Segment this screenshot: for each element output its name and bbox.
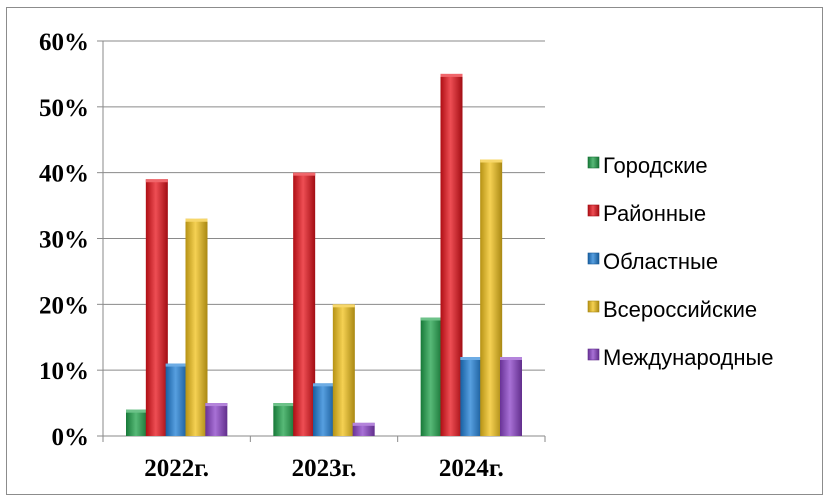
legend: Городские Районные Областные Всероссийские М… (587, 153, 774, 370)
bar-top (273, 403, 296, 407)
bar-top (480, 159, 503, 163)
bar-top (332, 304, 355, 308)
legend-swatch (587, 300, 600, 313)
bar-top (440, 73, 463, 77)
x-axis-category-labels: 2022г. 2023г. 2024г. (144, 455, 503, 482)
y-tick-label: 40% (39, 161, 89, 188)
legend-label: Международные (603, 345, 774, 370)
bar (480, 159, 503, 436)
bar (293, 172, 316, 436)
y-axis-tick-labels: 0% 10% 20% 30% 40% 50% 60% (39, 29, 89, 451)
legend-label: Всероссийские (603, 297, 757, 322)
bar (352, 422, 375, 436)
bar (185, 218, 208, 436)
bar (126, 409, 148, 436)
bar-top (313, 383, 335, 387)
bar (500, 357, 522, 436)
bar-top (126, 409, 148, 413)
bar-top (420, 317, 443, 321)
bars (126, 73, 522, 437)
legend-label: Районные (603, 201, 706, 226)
bar (145, 179, 168, 436)
y-tick-label: 50% (39, 95, 89, 122)
bar-top (352, 422, 375, 426)
bar (313, 383, 335, 436)
legend-label: Городские (603, 153, 708, 178)
bar-top (460, 357, 483, 360)
bar-top (165, 363, 188, 367)
legend-swatch (587, 204, 600, 217)
bar (460, 357, 483, 436)
bar-top (293, 172, 316, 176)
x-category-label: 2022г. (144, 455, 209, 482)
y-tick-label: 60% (39, 29, 89, 56)
bar (165, 363, 188, 436)
bar-top (500, 357, 522, 360)
bar-top (145, 179, 168, 183)
bar (440, 73, 463, 437)
bar (205, 403, 228, 436)
bar-top (185, 218, 208, 222)
bar (420, 317, 443, 436)
legend-swatch (587, 348, 600, 361)
legend-swatch (587, 156, 600, 169)
x-category-label: 2024г. (439, 455, 504, 482)
y-tick-label: 10% (39, 358, 89, 385)
bar (332, 304, 355, 436)
y-tick-label: 30% (39, 227, 89, 254)
legend-label: Областные (603, 249, 718, 274)
bar-top (205, 403, 228, 407)
y-tick-label: 20% (39, 292, 89, 319)
x-category-label: 2023г. (292, 455, 357, 482)
y-tick-label: 0% (52, 424, 90, 451)
bar (273, 403, 296, 436)
legend-swatch (587, 252, 600, 265)
